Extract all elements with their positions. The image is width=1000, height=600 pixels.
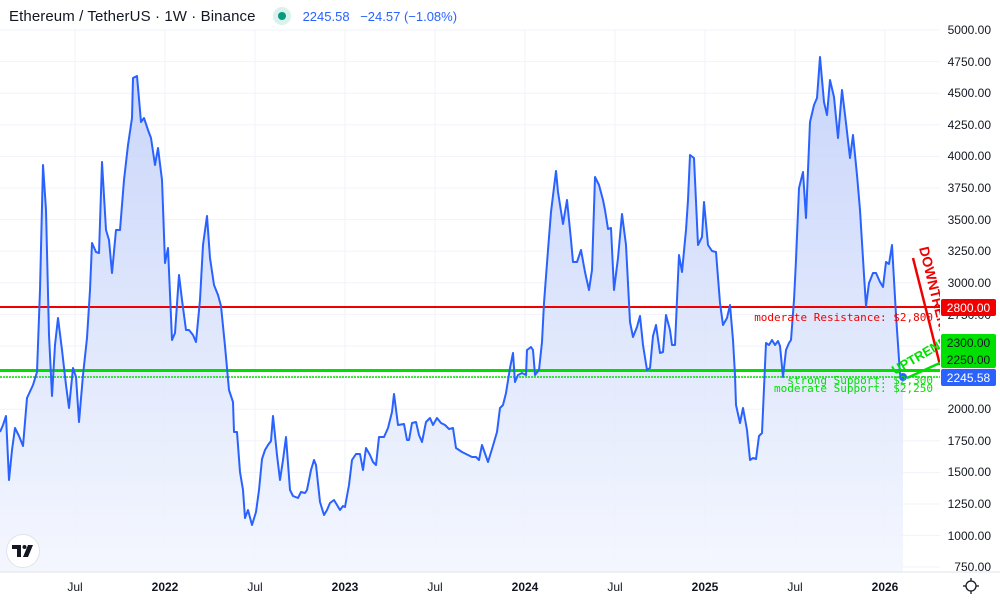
market-status-icon — [272, 7, 291, 25]
tradingview-logo-icon — [12, 545, 33, 557]
price-tick: 4750.00 — [948, 55, 992, 69]
time-tick: Jul — [787, 580, 802, 594]
time-axis[interactable]: Jul 2022 Jul 2023 Jul 2024 Jul 2025 Jul … — [67, 580, 898, 594]
time-tick-year: 2026 — [872, 580, 899, 594]
price-tick: 3500.00 — [948, 213, 992, 227]
price-axis[interactable]: 5000.00 4750.00 4500.00 4250.00 4000.00 … — [948, 23, 992, 574]
resistance-label: moderate Resistance: $2,800 — [754, 311, 933, 324]
price-axis-bg[interactable] — [940, 0, 1000, 572]
strong-support-price-tag-label: 2300.00 — [947, 336, 991, 350]
time-tick: Jul — [427, 580, 442, 594]
time-tick: Jul — [67, 580, 82, 594]
time-tick-year: 2024 — [512, 580, 539, 594]
chart-header: Ethereum / TetherUS · 1W · Binance 2245.… — [0, 0, 940, 32]
price-tick: 1000.00 — [948, 529, 992, 543]
downtrend-line — [911, 257, 942, 366]
symbol-title[interactable]: Ethereum / TetherUS · 1W · Binance — [9, 7, 256, 25]
time-tick: Jul — [607, 580, 622, 594]
last-price-tag-label: 2245.58 — [947, 371, 991, 385]
price-tick: 1500.00 — [948, 465, 992, 479]
moderate-support-price-tag-label: 2250.00 — [947, 353, 991, 367]
time-tick: Jul — [247, 580, 262, 594]
uptrend-line — [906, 360, 943, 380]
time-tick-year: 2025 — [692, 580, 719, 594]
price-tick: 3750.00 — [948, 181, 992, 195]
support-price-tags — [941, 334, 996, 368]
price-tick: 750.00 — [954, 560, 991, 574]
price-tick: 1250.00 — [948, 497, 992, 511]
price-tick: 4250.00 — [948, 118, 992, 132]
time-tick-year: 2023 — [332, 580, 359, 594]
price-tick: 3250.00 — [948, 244, 992, 258]
price-tick: 3000.00 — [948, 276, 992, 290]
last-price-tag — [941, 369, 996, 386]
price-area — [0, 57, 903, 572]
settings-gear-icon[interactable] — [962, 577, 980, 595]
resistance-price-tag-label: 2800.00 — [947, 301, 991, 315]
time-tick-year: 2022 — [152, 580, 179, 594]
price-tick: 4500.00 — [948, 86, 992, 100]
price-change: −24.57 — [360, 8, 401, 24]
price-tick: 4000.00 — [948, 149, 992, 163]
price-tick: 5000.00 — [948, 23, 992, 37]
strong-support-label: strong Support: $2,300 — [787, 374, 933, 387]
price-change-pct: (−1.08%) — [403, 8, 458, 24]
last-price: 2245.58 — [302, 8, 350, 24]
resistance-price-tag — [941, 299, 996, 316]
tradingview-logo[interactable] — [6, 534, 40, 568]
price-quote: 2245.58 −24.57 (−1.08%) — [303, 9, 458, 24]
last-price-marker — [899, 373, 907, 381]
moderate-support-label: moderate Support: $2,250 — [774, 382, 933, 395]
price-tick: 1750.00 — [948, 434, 992, 448]
price-line — [0, 56, 904, 526]
price-tick: 2000.00 — [948, 402, 992, 416]
